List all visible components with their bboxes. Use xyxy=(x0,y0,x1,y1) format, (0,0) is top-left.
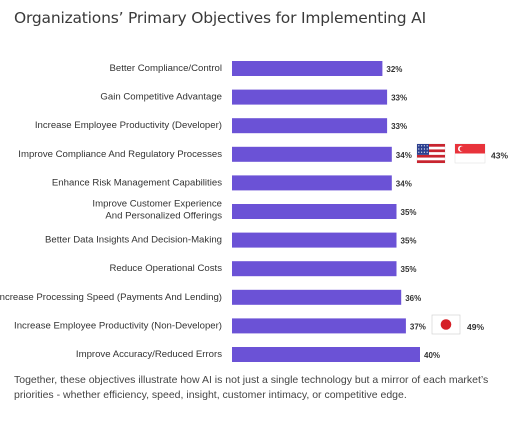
category-label: Improve Compliance And Regulatory Proces… xyxy=(18,149,222,160)
category-label: Increase Processing Speed (Payments And … xyxy=(0,292,222,303)
comparison-value-label: 43% xyxy=(491,150,508,160)
bar xyxy=(232,232,397,248)
category-label: Better Data Insights And Decision-Making xyxy=(45,235,222,246)
category-label: Improve Customer Experience And Personali… xyxy=(92,199,222,222)
comparison-value-label: 49% xyxy=(467,322,484,332)
category-label: Improve Accuracy/Reduced Errors xyxy=(76,349,222,360)
bar xyxy=(232,318,406,334)
value-label: 33% xyxy=(391,122,407,131)
category-label: Reduce Operational Costs xyxy=(109,263,222,274)
value-label: 36% xyxy=(405,294,421,303)
chart-title: Organizations’ Primary Objectives for Im… xyxy=(14,9,426,27)
bar-chart: Better Compliance/Control 32% Gain Competi… xyxy=(0,61,508,362)
bar xyxy=(232,347,420,362)
japan-flag-icon xyxy=(431,314,461,335)
bar xyxy=(232,261,397,277)
bar xyxy=(232,118,388,134)
value-label: 32% xyxy=(386,65,402,74)
bar xyxy=(232,175,392,191)
category-label: Gain Competitive Advantage xyxy=(100,92,222,103)
bar xyxy=(232,146,392,162)
category-label: Better Compliance/Control xyxy=(109,63,222,74)
value-label: 34% xyxy=(396,151,412,160)
singapore-flag-icon xyxy=(454,143,486,164)
bar xyxy=(232,61,383,76)
bar xyxy=(232,89,388,105)
value-label: 33% xyxy=(391,94,407,103)
footnote: Together, these objectives illustrate ho… xyxy=(14,374,489,401)
us-flag-icon xyxy=(416,143,446,164)
value-label: 35% xyxy=(401,265,417,274)
category-label: Increase Employee Productivity (Develope… xyxy=(35,120,222,131)
bar xyxy=(232,204,397,219)
value-label: 34% xyxy=(396,179,412,188)
value-label: 37% xyxy=(410,322,426,331)
category-label: Enhance Risk Management Capabilities xyxy=(52,177,222,188)
value-label: 35% xyxy=(401,208,417,217)
value-label: 35% xyxy=(401,237,417,246)
bar xyxy=(232,289,402,305)
category-label: Increase Employee Productivity (Non-Deve… xyxy=(14,320,222,331)
value-label: 40% xyxy=(424,351,440,360)
